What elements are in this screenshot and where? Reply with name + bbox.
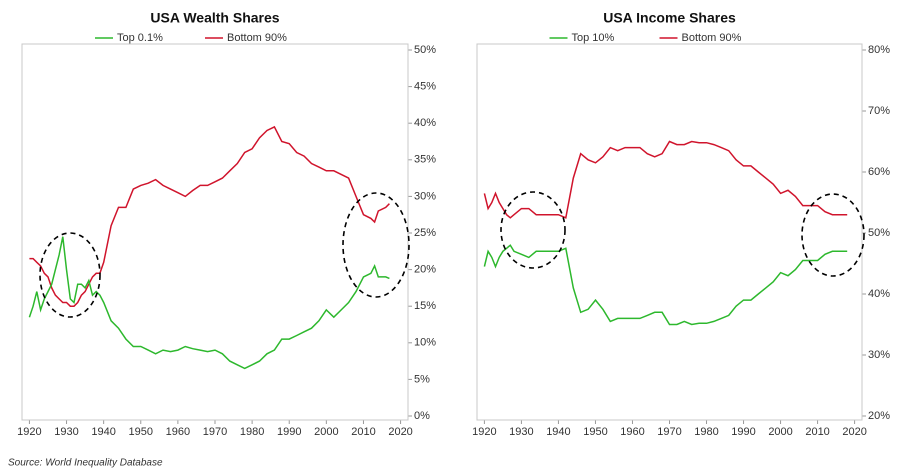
highlight-ellipse: [39, 232, 101, 318]
x-tick-label: 1980: [694, 426, 718, 438]
plot-frame: [21, 43, 409, 421]
y-tick-label: 60%: [868, 166, 890, 178]
x-tick-label: 1950: [583, 426, 607, 438]
y-tick-label: 35%: [414, 154, 436, 166]
highlight-ellipse: [342, 192, 410, 298]
x-tick-label: 2020: [842, 426, 866, 438]
x-tick-label: 1990: [731, 426, 755, 438]
y-tick-label: 5%: [414, 373, 430, 385]
y-tick-label: 15%: [414, 300, 436, 312]
x-tick-label: 2010: [805, 426, 829, 438]
chart-title: USA Wealth Shares: [150, 10, 279, 26]
chart-title: USA Income Shares: [603, 10, 736, 26]
legend-label: Bottom 90%: [227, 32, 287, 44]
legend-label: Top 0.1%: [117, 32, 163, 44]
y-tick-label: 40%: [868, 288, 890, 300]
y-tick-label: 40%: [414, 117, 436, 129]
plot-frame: [476, 43, 863, 421]
y-tick-label: 0%: [414, 410, 430, 422]
y-tick-label: 50%: [414, 44, 436, 56]
x-tick-label: 2020: [388, 426, 412, 438]
highlight-ellipse: [500, 191, 566, 269]
x-tick-label: 2010: [351, 426, 375, 438]
x-tick-label: 2000: [768, 426, 792, 438]
x-tick-label: 1920: [472, 426, 496, 438]
x-tick-label: 2000: [314, 426, 338, 438]
x-tick-label: 1930: [509, 426, 533, 438]
y-tick-label: 20%: [414, 264, 436, 276]
x-tick-label: 1980: [240, 426, 264, 438]
highlight-ellipse: [801, 193, 865, 277]
x-tick-label: 1970: [203, 426, 227, 438]
y-tick-label: 20%: [868, 410, 890, 422]
legend-label: Bottom 90%: [682, 32, 742, 44]
source-note: Source: World Inequality Database: [8, 458, 163, 469]
series-line: [28, 236, 390, 370]
y-tick-label: 30%: [868, 349, 890, 361]
series-line: [483, 140, 848, 219]
y-tick-label: 50%: [868, 227, 890, 239]
x-tick-label: 1940: [91, 426, 115, 438]
y-tick-label: 30%: [414, 190, 436, 202]
y-tick-label: 10%: [414, 337, 436, 349]
y-tick-label: 80%: [868, 44, 890, 56]
x-tick-label: 1960: [620, 426, 644, 438]
legend-label: Top 10%: [572, 32, 615, 44]
x-tick-label: 1990: [277, 426, 301, 438]
y-tick-label: 45%: [414, 81, 436, 93]
x-tick-label: 1950: [129, 426, 153, 438]
series-line: [29, 125, 390, 307]
series-line: [483, 244, 848, 326]
y-tick-label: 25%: [414, 227, 436, 239]
x-tick-label: 1930: [54, 426, 78, 438]
x-tick-label: 1970: [657, 426, 681, 438]
x-tick-label: 1960: [166, 426, 190, 438]
y-tick-label: 70%: [868, 105, 890, 117]
x-tick-label: 1920: [17, 426, 41, 438]
x-tick-label: 1940: [546, 426, 570, 438]
